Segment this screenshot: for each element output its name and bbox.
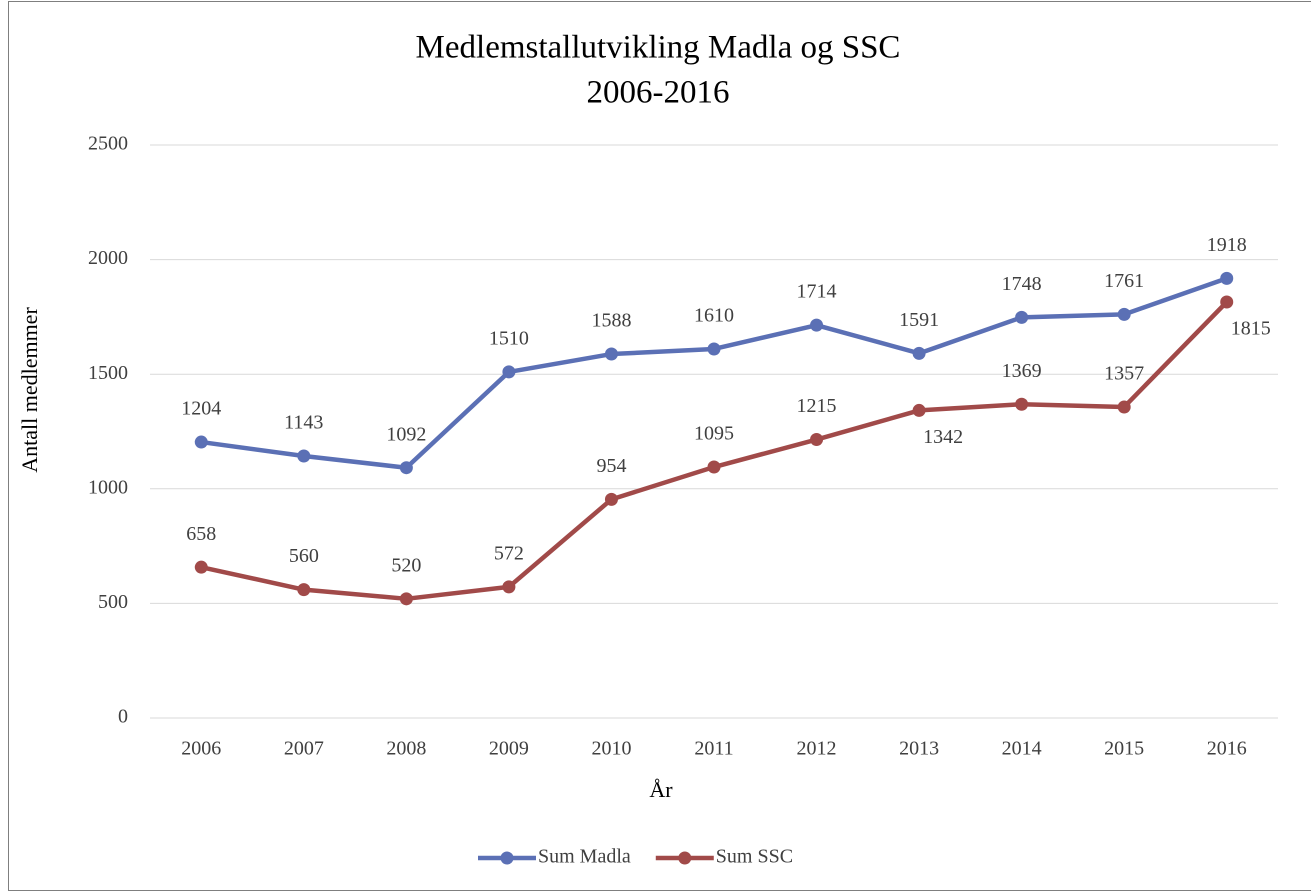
data-label: 1204 [181, 398, 221, 420]
x-tick-label: 2009 [489, 738, 529, 760]
data-point [707, 460, 721, 474]
data-label: 572 [494, 542, 524, 564]
data-point [1117, 400, 1131, 414]
data-label: 560 [289, 545, 319, 567]
data-label: 1588 [591, 310, 631, 332]
x-tick-label: 2015 [1104, 738, 1144, 760]
data-point [912, 403, 926, 417]
x-tick-label: 2013 [899, 738, 939, 760]
data-point [1220, 295, 1234, 309]
data-label: 1215 [797, 395, 837, 417]
legend-marker [500, 851, 514, 865]
y-axis-title: Antall medlemmer [17, 307, 42, 473]
x-tick-label: 2007 [284, 738, 324, 760]
data-label: 1610 [694, 305, 734, 327]
data-point [707, 342, 721, 356]
data-point [194, 560, 208, 574]
data-point [604, 492, 618, 506]
x-tick-label: 2008 [386, 738, 426, 760]
data-label: 954 [596, 455, 626, 477]
data-label: 1815 [1231, 318, 1271, 340]
data-point [502, 365, 516, 379]
data-point [1015, 310, 1029, 324]
data-label: 1357 [1104, 363, 1144, 385]
legend-label: Sum Madla [538, 846, 631, 868]
x-tick-label: 2011 [694, 738, 733, 760]
data-point [1117, 307, 1131, 321]
data-label: 520 [391, 554, 421, 576]
data-label: 658 [186, 523, 216, 545]
legend-label: Sum SSC [716, 846, 793, 868]
y-tick-label: 1500 [88, 362, 128, 384]
x-tick-label: 2010 [591, 738, 631, 760]
data-label: 1918 [1207, 234, 1247, 256]
data-label: 1510 [489, 328, 529, 350]
data-point [502, 580, 516, 594]
data-point [1220, 271, 1234, 285]
y-tick-label: 500 [98, 591, 128, 613]
y-tick-label: 1000 [88, 476, 128, 498]
data-label: 1143 [284, 412, 323, 434]
x-tick-label: 2016 [1207, 738, 1247, 760]
y-tick-label: 2000 [88, 247, 128, 269]
x-tick-label: 2014 [1002, 738, 1042, 760]
chart-subtitle: 2006-2016 [587, 75, 730, 111]
y-tick-label: 2500 [88, 133, 128, 155]
data-label: 1761 [1104, 270, 1144, 292]
data-point [912, 346, 926, 360]
data-point [399, 592, 413, 606]
x-tick-label: 2012 [797, 738, 837, 760]
data-label: 1369 [1002, 360, 1042, 382]
data-point [810, 433, 824, 447]
data-point [194, 435, 208, 449]
data-label: 1092 [386, 423, 426, 445]
data-point [399, 461, 413, 475]
y-tick-label: 0 [118, 706, 128, 728]
data-point [1015, 397, 1029, 411]
x-tick-label: 2006 [181, 738, 221, 760]
data-label: 1748 [1002, 273, 1042, 295]
data-label: 1342 [923, 426, 963, 448]
data-label: 1714 [797, 281, 837, 303]
data-label: 1095 [694, 423, 734, 445]
data-label: 1591 [899, 309, 939, 331]
data-point [810, 318, 824, 332]
data-point [297, 449, 311, 463]
data-point [297, 583, 311, 597]
x-axis-title: År [649, 777, 673, 802]
legend-marker [678, 851, 692, 865]
data-point [604, 347, 618, 361]
chart-title: Medlemstallutvikling Madla og SSC [416, 30, 901, 66]
